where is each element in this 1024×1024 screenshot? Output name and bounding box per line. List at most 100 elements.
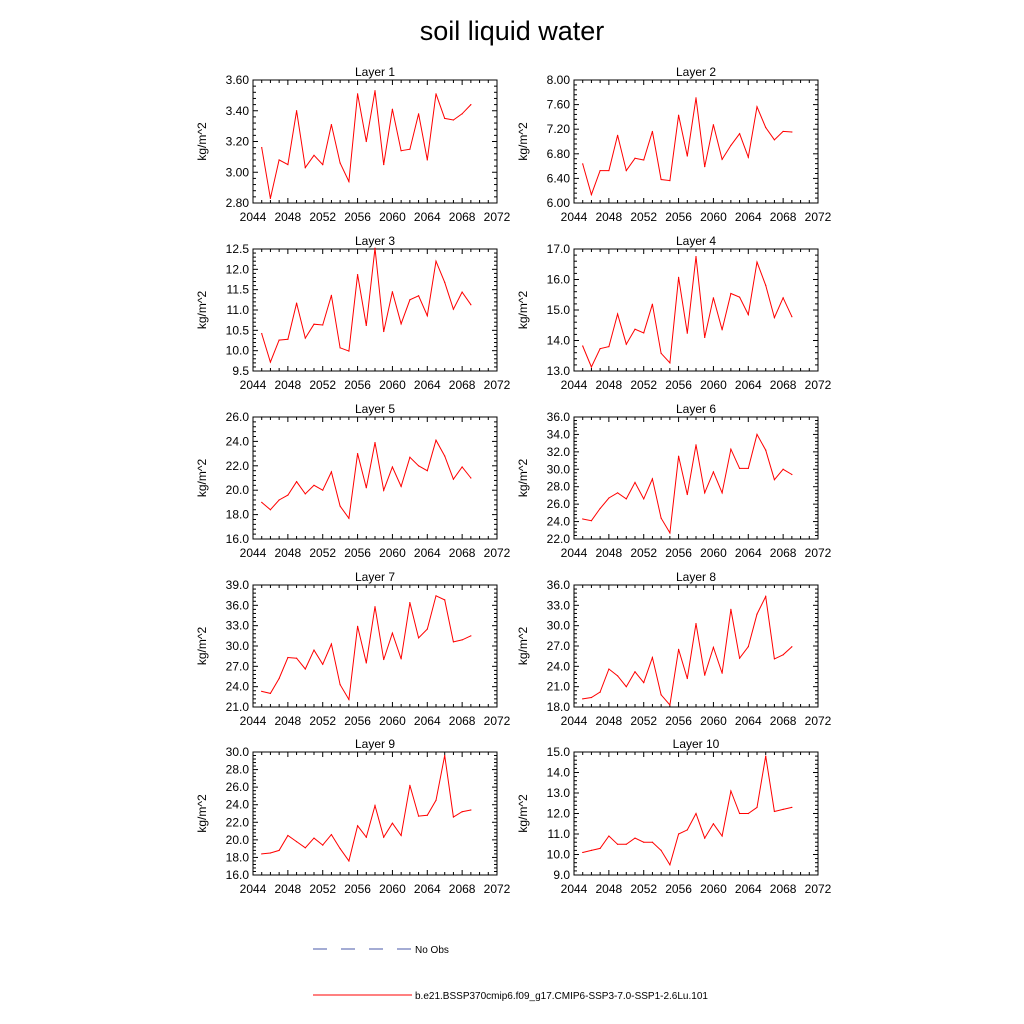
x-tick-label: 2052 [630, 882, 657, 896]
data-point [747, 812, 749, 815]
x-tick-label: 2048 [275, 882, 302, 896]
plot-frame [573, 416, 819, 540]
data-point [590, 366, 593, 368]
y-tick-label: 34.0 [547, 427, 571, 441]
data-point [582, 518, 584, 520]
y-tick-label: 24.0 [226, 434, 250, 448]
data-point [356, 453, 359, 455]
series-line [261, 595, 472, 702]
data-point [261, 853, 263, 855]
x-tick-label: 2052 [630, 378, 657, 392]
data-point [348, 860, 350, 862]
data-point [686, 493, 688, 496]
data-point [269, 852, 272, 854]
data-point [730, 790, 732, 792]
panel-title: Layer 9 [355, 737, 395, 751]
data-point [452, 119, 455, 121]
data-point [634, 671, 636, 673]
data-point [660, 352, 662, 354]
data-point [444, 599, 446, 601]
data-point [452, 816, 455, 818]
y-tick-label: 39.0 [226, 578, 250, 592]
x-tick-label: 2056 [665, 210, 692, 224]
data-point [313, 649, 315, 651]
data-point [704, 492, 706, 494]
y-tick-label: 26.0 [547, 497, 571, 511]
panels-group: Layer 1 kg/m^2 2044 2048 2052 2056 2060 2064 206… [195, 65, 832, 896]
x-tick-label: 2048 [596, 210, 623, 224]
series-line [261, 90, 472, 199]
data-point [435, 260, 437, 262]
data-point [365, 324, 367, 327]
data-point [660, 178, 662, 181]
x-tick-label: 2072 [805, 546, 832, 560]
chart-panel-3: Layer 3 kg/m^2 2044 2048 2052 2056 2060 2064 206… [195, 234, 511, 392]
panel-title: Layer 10 [673, 737, 720, 751]
data-point [599, 847, 601, 849]
y-tick-label: 14.0 [547, 766, 571, 780]
x-tick-label: 2060 [700, 378, 727, 392]
data-point [452, 478, 455, 480]
x-tick-label: 2060 [379, 378, 406, 392]
data-point [756, 261, 758, 263]
series-line [582, 756, 793, 867]
data-point [599, 348, 601, 350]
data-point [791, 806, 793, 808]
data-point [426, 628, 428, 630]
data-point [669, 362, 671, 364]
data-point [765, 284, 767, 286]
y-axis-label: kg/m^2 [516, 794, 530, 833]
data-point [313, 154, 315, 156]
y-tick-label: 18.0 [547, 700, 571, 714]
y-tick-label: 15.0 [547, 745, 571, 759]
panel-title: Layer 6 [676, 402, 716, 416]
data-point [756, 106, 758, 108]
x-tick-label: 2068 [770, 546, 797, 560]
y-tick-label: 7.20 [547, 122, 571, 136]
y-tick-label: 21.0 [226, 700, 250, 714]
data-point [313, 484, 315, 486]
x-tick-label: 2072 [805, 714, 832, 728]
data-point [348, 698, 350, 701]
data-point [773, 317, 776, 319]
data-point [712, 823, 715, 825]
data-point [730, 448, 732, 450]
data-point [383, 330, 385, 333]
data-point [383, 658, 385, 661]
data-point [590, 520, 593, 522]
data-point [374, 442, 376, 444]
data-point [304, 167, 306, 169]
x-tick-label: 2072 [484, 882, 511, 896]
y-tick-label: 3.20 [226, 135, 250, 149]
data-point [461, 291, 463, 293]
data-point [625, 343, 627, 345]
data-point [643, 498, 645, 500]
data-point [383, 163, 385, 166]
data-point [669, 532, 671, 534]
data-point [791, 473, 793, 476]
y-tick-label: 8.00 [547, 73, 571, 87]
data-point [590, 194, 593, 196]
data-point [269, 361, 272, 363]
data-point [391, 466, 394, 468]
data-point [782, 297, 784, 299]
data-point [435, 799, 437, 801]
panel-title: Layer 7 [355, 570, 395, 584]
data-point [444, 281, 446, 283]
data-point [383, 836, 385, 838]
data-point [409, 602, 411, 604]
data-point [322, 489, 324, 491]
data-point [782, 468, 784, 470]
y-axis-label: kg/m^2 [195, 291, 209, 330]
data-point [365, 836, 367, 838]
x-tick-label: 2056 [665, 882, 692, 896]
data-point [330, 643, 333, 645]
chart-panel-9: Layer 9 kg/m^2 2044 2048 2052 2056 2060 2064 206… [195, 737, 511, 896]
y-tick-label: 21.0 [547, 680, 571, 694]
y-axis-label: kg/m^2 [195, 459, 209, 498]
data-point [704, 166, 706, 168]
data-point [738, 467, 741, 470]
chart-panel-6: Layer 6 kg/m^2 2044 2048 2052 2056 2060 2064 206… [516, 402, 832, 560]
x-tick-label: 2044 [240, 882, 267, 896]
data-point [426, 814, 428, 816]
